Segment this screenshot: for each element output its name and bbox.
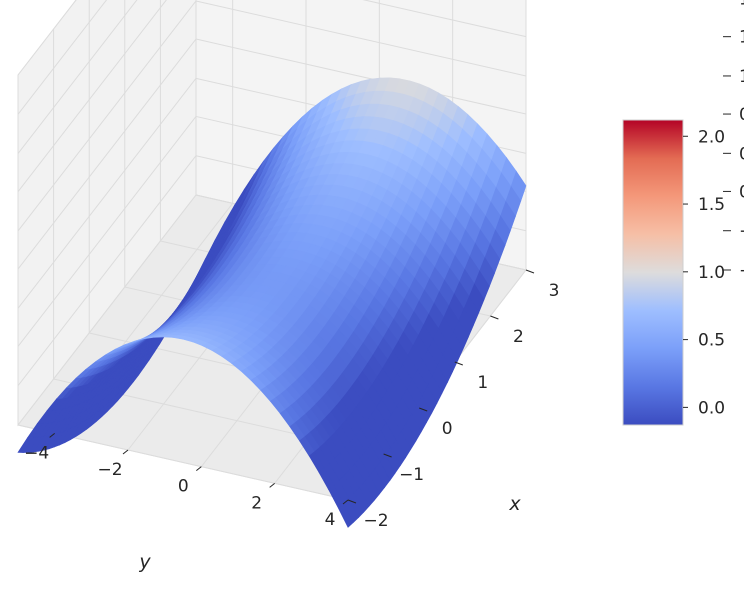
axis-ticks: −0.37−0.040.290.610.941.261.591.912.242.… [24,0,744,573]
grid-line [17,155,197,387]
x-tick-label: 2 [513,327,524,347]
grid-line [17,116,197,347]
y-tick-mark [122,449,129,455]
z-tick-label: 0.61 [739,144,744,164]
z-tick-label: −0.37 [739,261,744,281]
colorbar-tick-label: 1.0 [698,263,725,283]
x-tick-mark [347,499,357,504]
x-tick-mark [419,407,428,412]
colorbar-tick-label: 0.5 [698,331,725,351]
y-axis-label: y [138,551,151,573]
colorbar-tick-label: 1.5 [698,195,725,215]
z-tick-label: 1.26 [739,67,744,87]
y-tick-label: −4 [24,443,49,463]
x-tick-mark [383,453,392,458]
y-tick-mark [342,499,349,505]
z-tick-label: 0.29 [739,182,744,202]
colorbar-gradient [622,119,684,426]
grid-line [17,78,197,309]
x-tick-mark [525,269,535,274]
grid-line [195,0,527,77]
grid-line [195,38,527,115]
grid-line [17,194,197,426]
x-tick-label: −2 [363,511,388,531]
x-tick-label: −1 [399,465,424,485]
grid-line [17,0,167,192]
grid-line [17,0,197,232]
x-tick-label: 1 [477,373,488,393]
grid-line [362,0,527,38]
y-tick-label: −2 [97,460,122,480]
colorbar: 0.0 0.5 1.0 1.5 2.0 [622,119,725,426]
x-tick-label: 3 [549,281,560,301]
y-tick-mark [49,432,55,438]
grid-line [17,0,138,154]
z-tick-label: 0.94 [739,105,744,125]
z-tick-label: −0.04 [739,222,744,242]
x-tick-mark [490,315,499,320]
colorbar-tick-label: 2.0 [698,127,725,147]
y-tick-label: 4 [325,510,336,530]
y-tick-mark [269,482,275,488]
y-tick-label: 2 [251,493,262,513]
surface-facet [337,502,354,528]
z-tick-label: 1.91 [739,0,744,10]
surface-mesh [17,77,527,528]
grid-line [17,0,77,76]
grid-line [17,0,108,115]
y-tick-label: 0 [178,477,189,497]
x-tick-mark [454,361,463,366]
y-tick-mark [196,466,202,472]
colorbar-tick-label: 0.0 [698,398,725,418]
x-tick-label: 0 [442,419,453,439]
z-tick-label: 1.59 [739,28,744,48]
x-axis-label: x [508,493,521,515]
grid-line [17,38,197,270]
